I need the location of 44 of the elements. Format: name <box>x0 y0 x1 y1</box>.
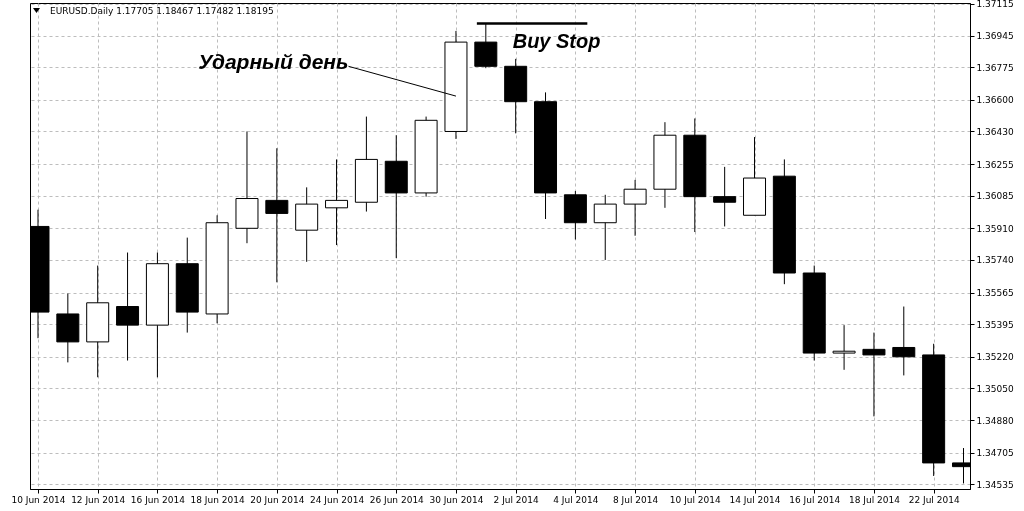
x-tick-label: 16 Jun 2014 <box>130 494 186 505</box>
y-tick-label: 1.35395 <box>976 319 1014 330</box>
annotation: Ударный день <box>198 50 349 74</box>
candlestick <box>832 324 856 371</box>
y-tick-label: 1.34535 <box>976 479 1014 490</box>
x-tick-label: 4 Jul 2014 <box>553 494 599 505</box>
candlestick <box>713 166 737 227</box>
x-tick-label: 18 Jun 2014 <box>190 494 245 505</box>
x-tick-label: 30 Jun 2014 <box>429 494 484 505</box>
y-tick-label: 1.37115 <box>976 0 1014 10</box>
y-tick-label: 1.36600 <box>976 95 1014 106</box>
y-tick-label: 1.36430 <box>976 126 1014 137</box>
y-tick-label: 1.36255 <box>976 159 1014 170</box>
y-tick-label: 1.35220 <box>976 352 1014 363</box>
x-tick-label: 20 Jun 2014 <box>250 494 305 505</box>
y-tick-label: 1.36085 <box>976 191 1014 202</box>
x-tick-label: 8 Jul 2014 <box>612 494 659 505</box>
x-tick-label: 24 Jun 2014 <box>309 494 365 505</box>
x-tick-label: 12 Jun 2014 <box>71 494 126 505</box>
candlestick <box>325 158 349 246</box>
y-tick-label: 1.35910 <box>976 223 1014 234</box>
candlestick <box>593 194 617 261</box>
x-tick-label: 26 Jun 2014 <box>369 494 425 505</box>
candlestick <box>116 252 140 362</box>
x-tick-label: 2 Jul 2014 <box>493 494 540 505</box>
ref-line-label: Buy Stop <box>512 30 601 53</box>
y-tick-label: 1.34705 <box>976 448 1014 459</box>
x-tick-label: 14 Jul 2014 <box>729 494 781 505</box>
y-tick-label: 1.35050 <box>976 383 1014 394</box>
candlestick <box>265 147 289 283</box>
x-tick-label: 18 Jul 2014 <box>848 494 901 505</box>
x-tick-label: 10 Jul 2014 <box>669 494 722 505</box>
y-tick-label: 1.36775 <box>976 62 1014 73</box>
x-tick-label: 10 Jun 2014 <box>11 494 66 505</box>
candlestick <box>623 179 647 237</box>
y-tick-label: 1.35565 <box>976 288 1014 299</box>
chart-title: EURUSD.Daily 1.17705 1.18467 1.17482 1.18195 <box>50 5 274 16</box>
y-tick-label: 1.35740 <box>976 255 1014 266</box>
x-tick-label: 16 Jul 2014 <box>789 494 841 505</box>
y-tick-label: 1.36945 <box>976 31 1014 42</box>
candlestick <box>862 332 886 417</box>
x-tick-label: 22 Jul 2014 <box>908 494 960 505</box>
candlestick <box>892 306 916 376</box>
y-tick-label: 1.34880 <box>976 415 1014 426</box>
